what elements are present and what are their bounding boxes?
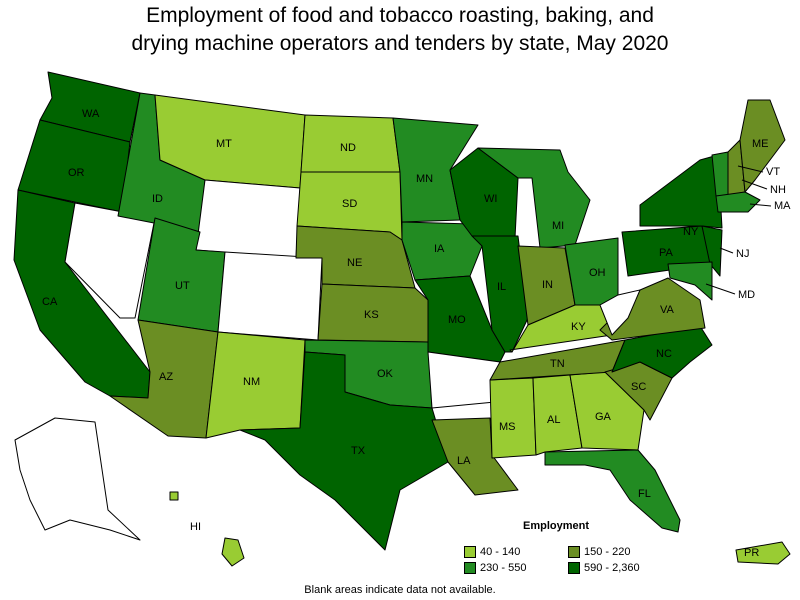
label-wa: WA xyxy=(82,108,100,120)
label-sc: SC xyxy=(631,381,646,393)
state-ms[interactable] xyxy=(489,377,537,459)
state-hi-oahu[interactable] xyxy=(169,491,179,501)
legend-label-bin3: 230 - 550 xyxy=(480,562,527,574)
legend-item-bin2: 150 - 220 xyxy=(568,546,631,559)
state-fl[interactable] xyxy=(544,449,681,533)
label-ky: KY xyxy=(571,321,586,333)
legend-swatch-bin3 xyxy=(464,562,476,575)
label-ok: OK xyxy=(377,368,394,380)
label-id: ID xyxy=(152,193,163,205)
label-wi: WI xyxy=(484,193,497,205)
label-ms: MS xyxy=(499,421,516,433)
label-sd: SD xyxy=(342,198,357,210)
label-il: IL xyxy=(497,281,506,293)
legend-swatch-bin4 xyxy=(568,562,580,575)
data-availability-note: Blank areas indicate data not available. xyxy=(304,584,496,596)
label-ma: MA xyxy=(774,200,791,212)
state-ny[interactable] xyxy=(639,154,723,229)
state-la[interactable] xyxy=(431,417,519,496)
label-ut: UT xyxy=(175,280,190,292)
label-az: AZ xyxy=(159,371,173,383)
label-va: VA xyxy=(660,304,675,316)
legend-label-bin2: 150 - 220 xyxy=(584,546,631,558)
state-hi[interactable] xyxy=(221,537,245,567)
state-wv[interactable] xyxy=(599,289,641,336)
state-ak[interactable] xyxy=(14,417,141,541)
legend-label-bin4: 590 - 2,360 xyxy=(584,562,640,574)
state-nj[interactable] xyxy=(701,225,723,277)
label-vt: VT xyxy=(766,166,780,178)
label-or: OR xyxy=(68,167,85,179)
label-la: LA xyxy=(457,455,471,467)
label-ny: NY xyxy=(683,226,699,238)
label-tx: TX xyxy=(351,445,366,457)
label-pr: PR xyxy=(744,547,759,559)
label-oh: OH xyxy=(589,267,606,279)
state-wy[interactable] xyxy=(195,179,301,259)
label-ia: IA xyxy=(434,243,445,255)
legend-title: Employment xyxy=(523,520,590,532)
state-mo[interactable] xyxy=(414,275,506,363)
state-nc[interactable] xyxy=(611,325,713,379)
label-nc: NC xyxy=(656,348,672,360)
map-title-line-2: drying machine operators and tenders by … xyxy=(131,32,669,55)
label-fl: FL xyxy=(638,488,651,500)
label-mi: MI xyxy=(552,220,564,232)
label-md: MD xyxy=(738,289,755,301)
state-ar[interactable] xyxy=(427,351,501,409)
legend-swatch-bin1 xyxy=(464,546,476,559)
label-nj: NJ xyxy=(736,248,749,260)
label-mo: MO xyxy=(448,314,466,326)
legend-item-bin4: 590 - 2,360 xyxy=(568,562,640,575)
label-hi: HI xyxy=(190,521,201,533)
legend-label-bin1: 40 - 140 xyxy=(480,546,521,558)
state-co[interactable] xyxy=(217,251,323,341)
label-mt: MT xyxy=(216,138,232,150)
label-me: ME xyxy=(752,138,769,150)
state-tx[interactable] xyxy=(239,351,449,551)
label-nm: NM xyxy=(243,376,260,388)
label-pa: PA xyxy=(659,247,674,259)
label-ga: GA xyxy=(595,411,612,423)
label-tn: TN xyxy=(550,358,565,370)
label-nd: ND xyxy=(340,142,356,154)
state-labels: WA OR CA ID MT ND SD MN WI MI UT NE IA I… xyxy=(42,108,791,559)
label-nh: NH xyxy=(770,184,786,196)
label-al: AL xyxy=(547,414,560,426)
label-ne: NE xyxy=(347,257,362,269)
label-ca: CA xyxy=(42,296,58,308)
map-title: Employment of food and tobacco roasting,… xyxy=(0,2,800,58)
legend-item-bin3: 230 - 550 xyxy=(464,562,527,575)
legend-swatch-bin2 xyxy=(568,546,580,559)
map-title-line-1: Employment of food and tobacco roasting,… xyxy=(146,4,654,27)
callout-lines xyxy=(705,165,772,295)
state-ma[interactable] xyxy=(715,191,761,213)
label-mn: MN xyxy=(416,173,433,185)
legend-item-bin1: 40 - 140 xyxy=(464,546,521,559)
label-ks: KS xyxy=(364,309,379,321)
label-in: IN xyxy=(542,279,553,291)
legend: Employment 40 - 140 150 - 220 230 - 550 … xyxy=(460,518,660,578)
state-md[interactable] xyxy=(667,261,713,301)
state-pr[interactable] xyxy=(735,541,791,565)
